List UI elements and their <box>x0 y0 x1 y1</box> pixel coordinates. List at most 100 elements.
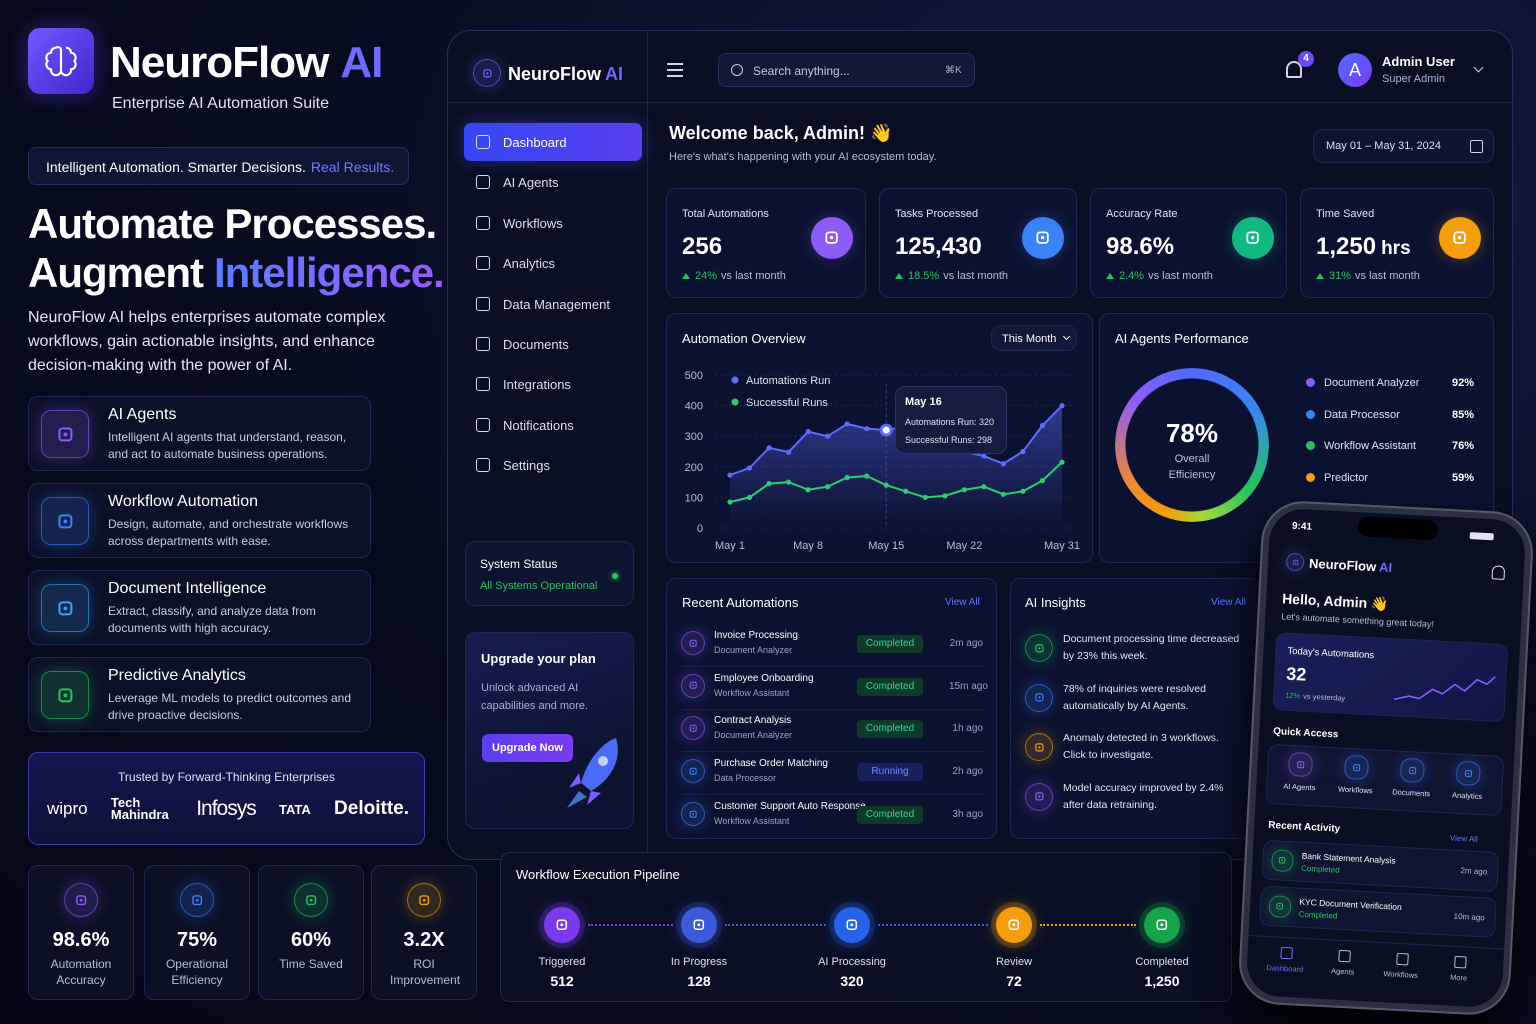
point <box>746 465 753 471</box>
icon <box>41 410 89 458</box>
sparkline-art <box>1393 676 1496 701</box>
tab-icon <box>1338 949 1351 963</box>
feature-desc: Extract, classify, and analyze data from… <box>108 604 316 635</box>
row-name: Contract Analysis <box>714 715 792 727</box>
welcome-subtitle: Here's what's happening with your AI eco… <box>669 151 937 163</box>
kpi-change-value: 24% <box>695 270 718 282</box>
icon-glyph <box>689 639 697 647</box>
brand-accent: AI <box>340 38 383 87</box>
status-dot <box>612 573 618 579</box>
icon <box>1025 733 1053 761</box>
y-tick-label: 300 <box>685 431 703 443</box>
description: NeuroFlow AI helps enterprises automate … <box>28 309 386 374</box>
nav-label: Dashboard <box>503 135 567 150</box>
tab-label[interactable]: Agents <box>1330 966 1355 977</box>
partner-logo: TATA <box>279 801 311 817</box>
partner-logo: Infosys <box>196 797 257 820</box>
nav-label: Documents <box>503 337 569 352</box>
phone-greeting: Hello, Admin 👋 <box>1281 590 1389 612</box>
quick-label: Analytics <box>1451 790 1483 802</box>
upgrade-title: Upgrade your plan <box>481 651 596 666</box>
stat-card: 60% Time Saved <box>258 865 364 1000</box>
kpi-change: 24% vs last month <box>682 270 786 282</box>
icon <box>1270 849 1295 873</box>
icon-glyph <box>846 919 858 931</box>
stage-label: AI Processing <box>818 956 886 968</box>
nav-item[interactable]: Documents <box>464 325 642 363</box>
tab-label[interactable]: Workflows <box>1383 969 1419 980</box>
period-select[interactable]: This Month <box>991 325 1077 351</box>
stage-label: Completed <box>1135 956 1189 968</box>
donut-value: 78% <box>1165 418 1219 448</box>
notifications-bell[interactable] <box>1286 61 1302 78</box>
point <box>1020 488 1026 494</box>
y-tick-label: 500 <box>685 370 703 382</box>
search-placeholder: Search anything... <box>753 64 850 78</box>
today-title: Today's Automations <box>1287 645 1375 662</box>
tab-label[interactable]: More <box>1449 972 1468 983</box>
icon-glyph <box>689 724 697 732</box>
agent-dot <box>1306 441 1315 450</box>
nav-icon <box>476 417 490 432</box>
nav-item[interactable]: Settings <box>464 446 642 484</box>
menu-button[interactable] <box>667 63 683 77</box>
y-tick-label: 0 <box>697 523 703 535</box>
icon-glyph <box>689 767 697 775</box>
point <box>727 499 733 505</box>
date-range[interactable]: May 01 – May 31, 2024 <box>1313 129 1494 163</box>
kpi-label: Accuracy Rate <box>1106 208 1178 220</box>
icon <box>1439 217 1481 259</box>
icon <box>681 631 705 655</box>
row-time: 3h ago <box>952 808 983 820</box>
search-icon <box>731 64 743 76</box>
nav-item[interactable]: Data Management <box>464 285 642 323</box>
nav-item[interactable]: Notifications <box>464 406 642 444</box>
icon <box>1343 754 1370 781</box>
agent-value: 59% <box>1452 471 1475 484</box>
nav-item[interactable]: Dashboard <box>464 123 642 161</box>
pill: Intelligent Automation. Smarter Decision… <box>28 147 409 185</box>
nav-label: Workflows <box>503 215 563 231</box>
icon <box>544 907 580 943</box>
icon-glyph <box>1034 792 1044 801</box>
icon <box>294 883 328 917</box>
nav-item[interactable]: Analytics <box>464 244 642 282</box>
point <box>805 429 811 435</box>
stage-label: Triggered <box>538 956 586 968</box>
recent-view-all[interactable]: View All <box>945 597 980 608</box>
search-box[interactable]: Search anything... ⌘K <box>718 53 975 87</box>
tab-label[interactable]: Dashboard <box>1266 963 1304 974</box>
kpi-card: Accuracy Rate 98.6% 2.4% vs last month <box>1090 188 1287 298</box>
kpi-number: 1,250 <box>1316 233 1377 260</box>
nav-item[interactable]: AI Agents <box>464 163 642 201</box>
hover-point <box>879 423 893 437</box>
kpi-value: 1,250 hrs <box>1316 233 1411 261</box>
icon <box>64 883 98 917</box>
notif-badge: 4 <box>1298 51 1314 67</box>
tooltip: May 16 Automations Run: 320 Successful Run… <box>895 386 1007 454</box>
upgrade-button[interactable]: Upgrade Now <box>482 734 573 762</box>
avatar: A <box>1338 53 1372 87</box>
status-icons <box>1469 532 1494 541</box>
legend-dot <box>731 376 739 384</box>
feature-title: Workflow Automation <box>108 493 258 510</box>
activity-row: Bank Statement Analysis Completed 2m ago <box>1261 839 1500 893</box>
tagline: Enterprise AI Automation Suite <box>112 95 330 112</box>
kpi-change-value: 31% <box>1329 270 1352 282</box>
stat-card: 75% Operational Efficiency <box>144 865 250 1000</box>
kpi-number: 98.6% <box>1106 233 1175 260</box>
insights-view-all[interactable]: View All <box>1211 597 1246 608</box>
icon-glyph <box>1279 857 1286 865</box>
point <box>864 425 870 432</box>
row-divider <box>681 708 983 710</box>
x-tick-label: May 31 <box>1044 540 1080 552</box>
row-divider <box>681 751 983 753</box>
insight-text: 78% of inquiries were resolved automatic… <box>1063 682 1206 712</box>
kpi-note: vs last month <box>1148 270 1213 282</box>
nav-item[interactable]: Workflows <box>464 204 642 242</box>
point <box>961 487 967 493</box>
period-text: This Month <box>1002 333 1057 345</box>
y-tick-label: 100 <box>685 492 703 504</box>
nav-item[interactable]: Integrations <box>464 365 642 403</box>
